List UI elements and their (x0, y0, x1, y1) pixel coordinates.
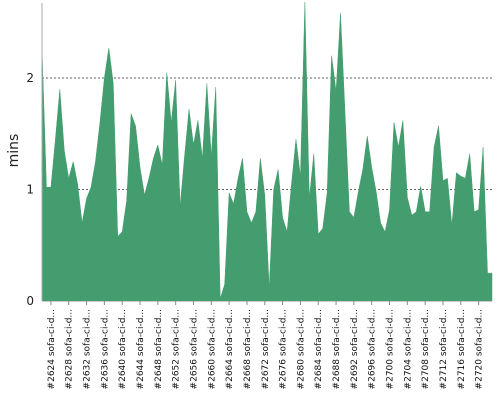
x-tick-label: #2660 sofa-ci-d... (207, 309, 217, 389)
x-tick-label: #2672 sofa-ci-d... (261, 309, 271, 389)
x-tick-label: #2696 sofa-ci-d... (368, 309, 378, 389)
x-tick-label: #2668 sofa-ci-d... (243, 309, 253, 389)
x-tick-label: #2632 sofa-ci-d... (83, 309, 93, 389)
x-tick-label: #2684 sofa-ci-d... (314, 309, 324, 389)
x-tick-label: #2720 sofa-ci-d... (475, 309, 485, 389)
x-tick-label: #2676 sofa-ci-d... (279, 309, 289, 389)
x-tick-label: #2640 sofa-ci-d... (118, 309, 128, 389)
y-axis-label: mins (6, 134, 22, 168)
x-tick-label: #2712 sofa-ci-d... (439, 309, 449, 389)
x-tick-label: #2688 sofa-ci-d... (332, 309, 342, 389)
x-tick-label: #2680 sofa-ci-d... (296, 309, 306, 389)
y-tick-labels: 0 1 2 (26, 71, 34, 308)
x-tick-label: #2636 sofa-ci-d... (100, 309, 110, 389)
series-area (41, 2, 493, 302)
x-tick-label: #2628 sofa-ci-d... (65, 309, 75, 389)
x-tick-labels: #2624 sofa-ci-d... #2628 sofa-ci-d... #263… (47, 301, 485, 389)
x-tick-label: #2692 sofa-ci-d... (350, 309, 360, 389)
x-tick-label: #2716 sofa-ci-d... (457, 309, 467, 389)
gridlines (42, 77, 492, 190)
x-tick-label: #2644 sofa-ci-d... (136, 309, 146, 389)
y-tick-label: 1 (26, 183, 34, 197)
x-tick-label: #2700 sofa-ci-d... (386, 309, 396, 389)
x-tick-label: #2664 sofa-ci-d... (225, 309, 235, 389)
x-tick-label: #2656 sofa-ci-d... (189, 309, 199, 389)
x-tick-label: #2624 sofa-ci-d... (47, 309, 57, 389)
x-tick-label: #2652 sofa-ci-d... (172, 309, 182, 389)
x-tick-label: #2648 sofa-ci-d... (154, 309, 164, 389)
y-tick-label: 0 (26, 294, 34, 308)
y-tick-label: 2 (26, 71, 34, 85)
x-tick-label: #2704 sofa-ci-d... (403, 309, 413, 389)
axes (41, 3, 492, 302)
x-tick-label: #2708 sofa-ci-d... (421, 309, 431, 389)
